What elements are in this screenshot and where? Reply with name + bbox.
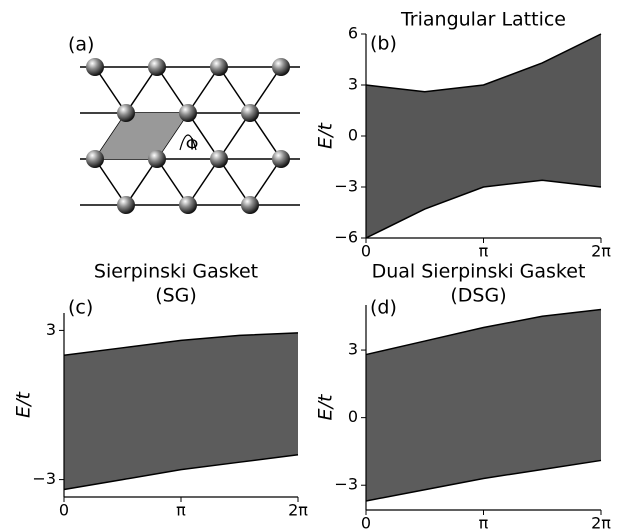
flux-label: Φ <box>186 135 199 154</box>
lattice-site <box>179 104 197 122</box>
y-tick-label: 6 <box>348 24 358 43</box>
lattice-bond <box>125 66 158 114</box>
lattice-site <box>210 150 228 168</box>
y-tick-label: 0 <box>348 126 358 145</box>
y-axis-label: E/t <box>13 391 35 418</box>
x-tick-label: 2π <box>591 242 611 261</box>
panel-label: (c) <box>68 297 93 319</box>
lattice-bond <box>249 66 282 114</box>
lattice-bond <box>156 158 189 206</box>
chart-subtitle: (SG) <box>155 285 197 307</box>
lattice-bond <box>94 158 127 206</box>
x-tick-label: 2π <box>288 501 308 520</box>
lattice-site <box>241 104 259 122</box>
lattice-site <box>210 58 228 76</box>
lattice-site <box>241 196 259 214</box>
chart-title: Dual Sierpinski Gasket <box>372 261 586 283</box>
lower-edge <box>365 459 602 502</box>
y-tick-label: 3 <box>348 75 358 94</box>
x-tick-label: π <box>176 501 186 520</box>
panel-label: (b) <box>370 33 397 55</box>
lower-edge <box>365 179 602 239</box>
chart-title: Triangular Lattice <box>400 9 566 31</box>
y-tick-label: 0 <box>348 407 358 426</box>
flux-loop <box>179 134 197 151</box>
x-tick-label: 0 <box>361 242 371 261</box>
panel-label: (d) <box>370 297 397 319</box>
lattice-site <box>86 150 104 168</box>
spectrum-band <box>366 34 601 238</box>
lattice-bond <box>187 112 220 160</box>
y-tick-label: −3 <box>32 469 56 488</box>
y-tick-label: −3 <box>334 475 358 494</box>
spectrum-band <box>64 332 298 490</box>
lattice-site <box>148 150 166 168</box>
panel-label: (a) <box>68 34 94 56</box>
lattice-diagram <box>80 58 300 214</box>
x-tick-label: 0 <box>59 501 69 520</box>
lattice-site <box>272 58 290 76</box>
y-tick-label: 3 <box>46 320 56 339</box>
x-tick-label: 2π <box>591 514 611 529</box>
chart-title: Sierpinski Gasket <box>94 261 258 283</box>
y-axis-label: E/t <box>315 393 337 420</box>
lattice-bond <box>125 158 158 206</box>
lattice-site <box>117 196 135 214</box>
lattice-site <box>272 150 290 168</box>
lower-edge <box>63 453 299 491</box>
x-tick-label: π <box>479 242 489 261</box>
y-axis-label: E/t <box>315 122 337 149</box>
lattice-site <box>148 58 166 76</box>
lattice-bond <box>218 158 251 206</box>
unit-cell <box>95 113 188 159</box>
upper-edge <box>365 33 602 93</box>
lattice-site <box>179 196 197 214</box>
spectrum-band <box>366 309 601 501</box>
lattice-bond <box>187 158 220 206</box>
x-tick-label: 0 <box>361 514 371 529</box>
y-tick-label: 3 <box>348 340 358 359</box>
lattice-bond <box>249 158 282 206</box>
lattice-bond <box>187 66 220 114</box>
lattice-site <box>86 58 104 76</box>
lattice-bond <box>218 112 251 160</box>
lattice-bond <box>94 66 127 114</box>
chart-subtitle: (DSG) <box>450 285 506 307</box>
lattice-site <box>117 104 135 122</box>
y-tick-label: −6 <box>334 228 358 247</box>
lattice-bond <box>249 112 282 160</box>
lattice-bond <box>156 66 189 114</box>
upper-edge <box>365 308 602 356</box>
lattice-bond <box>218 66 251 114</box>
upper-edge <box>63 332 299 357</box>
x-tick-label: π <box>479 514 489 529</box>
y-tick-label: −3 <box>334 177 358 196</box>
